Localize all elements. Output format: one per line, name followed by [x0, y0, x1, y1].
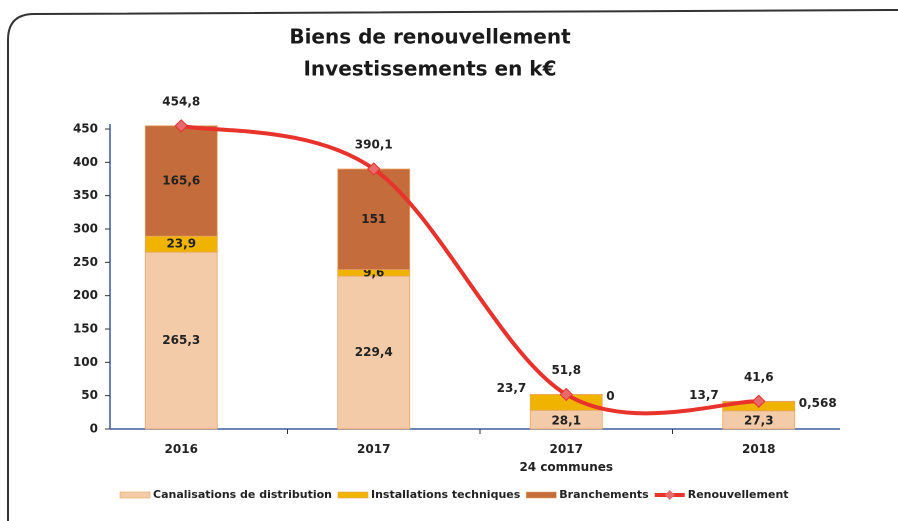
data-label: 229,4	[355, 345, 393, 359]
legend-text: Installations techniques	[371, 488, 521, 501]
bar-segment	[337, 168, 411, 271]
line-marker	[752, 394, 766, 408]
data-label: 265,3	[162, 333, 200, 347]
data-label: 28,1	[551, 414, 581, 428]
y-tick-label: 450	[73, 122, 98, 136]
line-marker	[367, 162, 381, 176]
data-label: 0,568	[799, 396, 837, 410]
legend-swatch	[119, 491, 151, 499]
bar-segment	[144, 251, 218, 430]
chart-subtitle: Investissements en k€	[303, 57, 556, 81]
frame	[7, 9, 898, 521]
legend-swatch	[525, 491, 557, 499]
legend-marker	[664, 490, 675, 500]
y-tick-label: 400	[73, 155, 98, 169]
data-label: 151	[361, 212, 386, 226]
data-label: 165,6	[162, 174, 200, 188]
y-tick-label: 100	[73, 355, 98, 369]
y-tick-label: 0	[90, 422, 98, 436]
chart-title: Biens de renouvellement	[289, 25, 571, 49]
x-tick-label: 2016	[165, 442, 198, 456]
data-label: 390,1	[355, 137, 393, 151]
bar-segment	[337, 275, 411, 430]
data-label: 27,3	[744, 414, 774, 428]
data-label: 23,7	[497, 381, 527, 395]
bar-segment	[144, 125, 218, 237]
y-tick-label: 300	[73, 222, 98, 236]
data-label: 13,7	[689, 388, 719, 402]
legend-text: Renouvellement	[688, 488, 789, 501]
legend-text: Branchements	[559, 488, 649, 501]
line-marker	[174, 119, 188, 133]
data-label: 41,6	[744, 370, 774, 384]
x-tick-label: 2018	[742, 442, 775, 456]
line	[179, 123, 761, 416]
legend-text: Canalisations de distribution	[153, 488, 332, 501]
y-tick-label: 350	[73, 188, 98, 202]
y-tick-label: 50	[81, 388, 98, 402]
y-tick-label: 200	[73, 288, 98, 302]
legend-swatch	[337, 491, 369, 499]
y-tick-label: 250	[73, 255, 98, 269]
data-label: 51,8	[551, 363, 581, 377]
x-tick-label: 2017 24 communes	[519, 442, 613, 474]
line-marker	[559, 387, 573, 402]
y-tick-label: 150	[73, 322, 98, 336]
data-label: 0	[606, 389, 614, 403]
x-tick-label: 2017	[357, 442, 390, 456]
data-label: 23,9	[166, 237, 196, 251]
data-label: 454,8	[162, 94, 200, 108]
